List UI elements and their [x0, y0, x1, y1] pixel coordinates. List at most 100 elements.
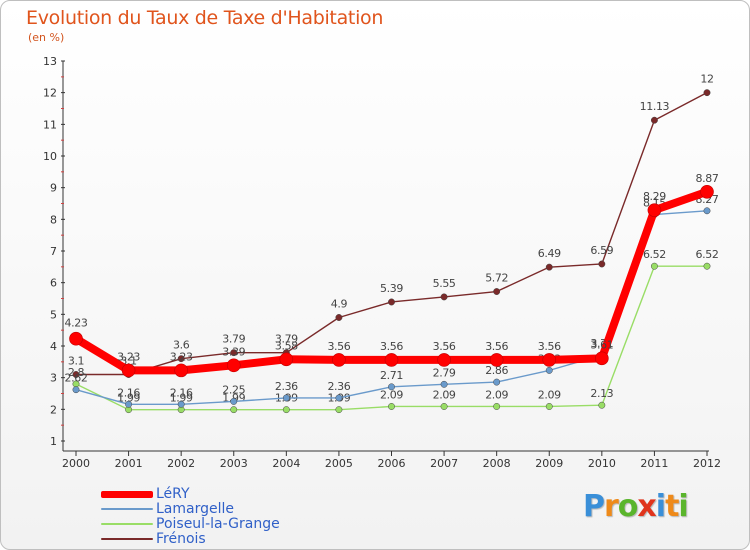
data-point: [440, 403, 448, 410]
data-label: 3.1: [68, 355, 84, 368]
x-tick-label: 2012: [693, 457, 721, 470]
data-label: 8.87: [696, 172, 719, 185]
y-tick-label: 4: [50, 340, 57, 353]
data-point: [279, 352, 294, 367]
legend-label-frenois: Frénois: [156, 531, 206, 547]
data-point: [489, 353, 504, 367]
data-point: [332, 353, 346, 367]
data-point: [545, 403, 553, 410]
data-label: 6.52: [696, 248, 719, 261]
data-point: [703, 89, 711, 97]
data-label: 3.56: [538, 340, 561, 353]
legend-label-poiseul: Poiseul-la-Grange: [156, 516, 280, 532]
brand-letter: o: [617, 489, 639, 524]
data-point: [650, 116, 658, 124]
data-point: [72, 371, 80, 378]
legend-label-lamargelle: Lamargelle: [156, 501, 234, 517]
y-tick-label: 9: [50, 182, 57, 195]
chart-title: Evolution du Taux de Taxe d'Habitation: [26, 7, 384, 29]
data-point: [282, 406, 290, 414]
data-label: 3.79: [222, 333, 245, 346]
x-tick-label: 2003: [220, 457, 248, 470]
data-label: 3.61: [590, 338, 613, 351]
data-label: 6.49: [538, 247, 561, 260]
data-point: [384, 353, 399, 367]
data-label: 2.09: [433, 388, 456, 401]
data-point: [595, 351, 609, 366]
data-label: 12: [700, 73, 713, 86]
legend-swatch-lamargelle: [101, 508, 153, 510]
data-label: 2.71: [380, 369, 403, 382]
legend-label-lery: LéRY: [156, 486, 190, 502]
data-label: 3.39: [222, 345, 245, 358]
data-point: [335, 314, 343, 321]
brand-letter: x: [637, 489, 656, 524]
x-tick-label: 2005: [325, 457, 353, 470]
data-point: [647, 203, 662, 217]
data-label: 2.79: [433, 366, 456, 379]
legend-swatch-frenois: [101, 538, 153, 540]
data-point: [69, 331, 83, 346]
data-label: 4.23: [65, 317, 88, 330]
y-tick-label: 2: [50, 403, 57, 416]
data-label: 4.9: [331, 298, 348, 311]
data-point: [72, 386, 80, 394]
data-point: [282, 394, 290, 402]
data-point: [545, 263, 553, 271]
x-tick-label: 2006: [378, 457, 406, 470]
brand-letter: r: [604, 489, 619, 524]
legend-swatch-poiseul: [101, 523, 153, 525]
data-point: [650, 262, 658, 270]
y-tick-label: 12: [43, 87, 57, 100]
data-point: [125, 400, 133, 408]
data-label: 5.72: [485, 272, 508, 285]
x-tick-label: 2010: [588, 457, 616, 470]
data-label: 2.62: [65, 372, 88, 385]
data-label: 3.79: [275, 333, 298, 346]
data-point: [226, 358, 241, 373]
data-label: 3.23: [117, 350, 140, 363]
data-label: 11.13: [640, 100, 670, 113]
data-point: [388, 298, 395, 306]
x-tick-label: 2009: [535, 457, 563, 470]
y-tick-label: 7: [50, 245, 57, 258]
data-label: 8.29: [643, 190, 666, 203]
data-label: 2.86: [485, 364, 508, 377]
data-label: 1.99: [117, 392, 140, 405]
data-point: [121, 363, 136, 378]
data-point: [493, 288, 501, 295]
x-tick-label: 2000: [62, 457, 90, 470]
brand-letter: i: [655, 489, 666, 524]
data-label: 2.09: [485, 388, 508, 401]
data-point: [703, 262, 711, 270]
data-point: [174, 363, 188, 378]
x-tick-label: 2001: [115, 457, 143, 470]
data-point: [388, 383, 395, 391]
data-label: 3.56: [433, 340, 456, 353]
x-tick-label: 2002: [167, 457, 195, 470]
data-point: [230, 349, 238, 357]
x-tick-label: 2008: [483, 457, 511, 470]
data-point: [542, 353, 557, 367]
data-label: 6.59: [590, 244, 613, 257]
data-point: [230, 397, 238, 405]
x-tick-label: 2011: [640, 457, 668, 470]
proxiti-logo: Proxiti: [583, 489, 689, 524]
x-tick-label: 2007: [430, 457, 458, 470]
data-label: 2.09: [380, 388, 403, 401]
data-label: 3.6: [173, 339, 190, 352]
y-tick-label: 5: [50, 308, 57, 321]
brand-letter: i: [678, 489, 688, 524]
data-point: [703, 207, 711, 215]
data-label: 3.56: [380, 340, 403, 353]
data-point: [545, 366, 553, 374]
data-point: [598, 401, 606, 409]
data-label: 3.56: [485, 340, 508, 353]
data-label: 2.16: [117, 386, 140, 399]
data-label: 2.8: [68, 366, 85, 379]
data-point: [700, 184, 714, 199]
x-tick-label: 2004: [272, 457, 300, 470]
data-point: [598, 260, 606, 268]
data-point: [335, 394, 343, 402]
